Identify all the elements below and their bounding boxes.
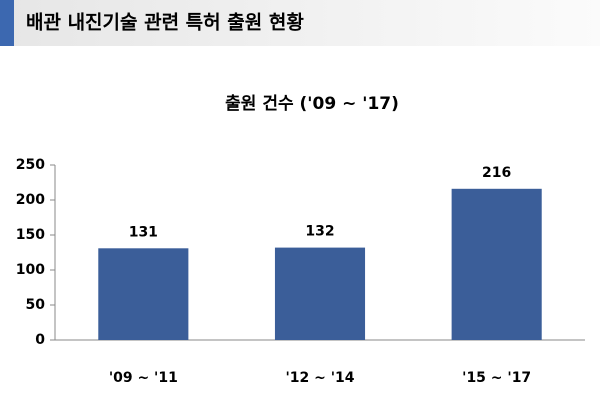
bar	[451, 188, 542, 340]
data-label: 216	[482, 165, 511, 181]
data-label: 131	[129, 224, 158, 240]
y-tick-label: 50	[26, 297, 46, 313]
y-tick-label: 150	[16, 227, 45, 243]
header-bar	[0, 0, 600, 46]
chart-title: 출원 건수 ('09 ~ '17)	[225, 94, 399, 114]
header-title: 배관 내진기술 관련 특허 출원 현황	[26, 11, 304, 34]
bar	[274, 247, 366, 340]
x-tick-label: '12 ~ '14	[285, 370, 354, 386]
header-accent	[0, 0, 14, 46]
y-tick-label: 200	[16, 192, 45, 208]
y-tick-label: 0	[35, 332, 45, 348]
x-tick-label: '09 ~ '11	[109, 370, 178, 386]
y-tick-label: 100	[16, 262, 45, 278]
bar	[98, 248, 189, 340]
x-tick-label: '15 ~ '17	[462, 370, 531, 386]
y-tick-label: 250	[16, 157, 45, 173]
data-label: 132	[305, 224, 334, 240]
